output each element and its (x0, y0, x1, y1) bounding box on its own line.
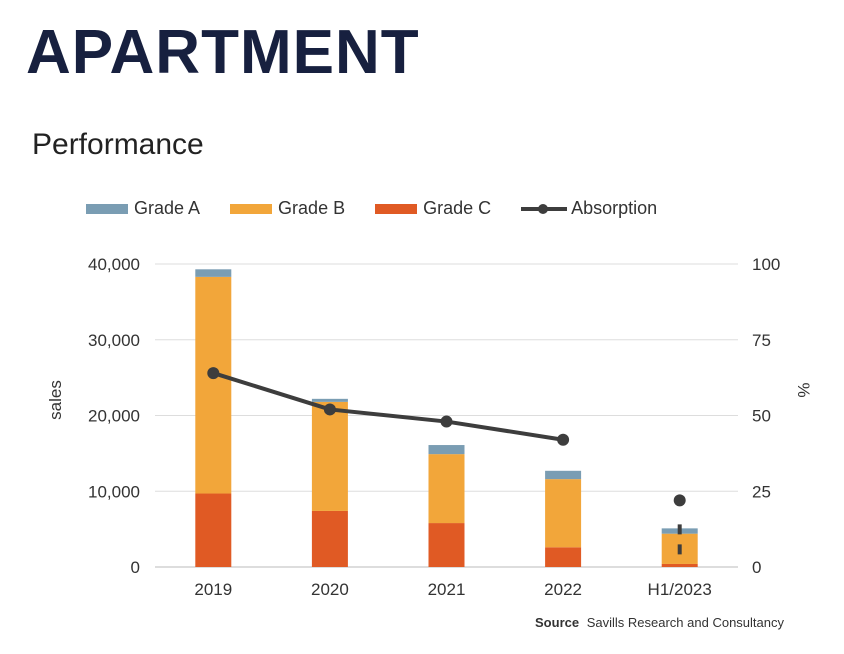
bar-segment-grade-c (195, 493, 232, 567)
bar-segment-grade-c (311, 510, 348, 567)
y-right-tick-label: 75 (752, 331, 771, 350)
y-right-tick-label: 50 (752, 407, 771, 426)
bar-segment-grade-b (545, 479, 582, 548)
y-tick-label: 30,000 (88, 331, 140, 350)
line-segment-absorption (211, 371, 332, 412)
source-text: Savills Research and Consultancy (586, 615, 784, 630)
legend-item-grade-c: Grade C (375, 198, 491, 219)
x-tick-label: 2021 (428, 580, 466, 599)
x-tick-label: 2019 (194, 580, 232, 599)
legend-label-grade-b: Grade B (278, 198, 346, 218)
bar-segment-grade-a (545, 470, 582, 480)
bar-segment-grade-a (428, 445, 465, 455)
point-absorption (323, 403, 336, 416)
y-right-tick-label: 0 (752, 558, 761, 577)
point-absorption (557, 433, 570, 446)
x-tick-label: 2020 (311, 580, 349, 599)
x-tick-label: H1/2023 (648, 580, 712, 599)
line-segment-absorption (444, 419, 566, 442)
point-absorption (440, 415, 453, 428)
page-title: APARTMENT (26, 18, 420, 87)
bar-segment-grade-b (311, 401, 348, 511)
source-label: Source (535, 615, 580, 630)
bar-segment-grade-c (428, 523, 465, 567)
y-right-tick-label: 25 (752, 482, 771, 501)
bar-segment-grade-c (545, 547, 582, 567)
y-tick-label: 20,000 (88, 407, 140, 426)
y-tick-label: 0 (131, 558, 140, 577)
line-segment-absorption (327, 407, 449, 424)
chart-legend: Grade A Grade B Grade C Absorption (86, 198, 687, 219)
legend-swatch-grade-a (86, 203, 128, 214)
legend-line-absorption (521, 203, 568, 214)
legend-item-absorption: Absorption (521, 198, 657, 219)
x-tick-label: 2022 (544, 580, 582, 599)
legend-label-absorption: Absorption (571, 198, 658, 218)
bar-segment-grade-b (428, 454, 465, 524)
y-axis-label: sales (46, 380, 65, 420)
legend-swatch-grade-b (230, 203, 273, 214)
bar-segment-grade-a (311, 398, 348, 402)
bar-segment-grade-c (661, 563, 698, 567)
bar-segment-grade-b (195, 276, 232, 494)
legend-item-grade-b: Grade B (230, 198, 345, 219)
chart-title: Performance (32, 128, 204, 161)
legend-label-grade-c: Grade C (423, 198, 492, 218)
bar-segment-grade-a (195, 269, 232, 277)
point-absorption (673, 494, 686, 507)
source-note: Source Savills Research and Consultancy (535, 615, 784, 630)
legend-label-grade-a: Grade A (134, 198, 201, 218)
y-tick-label: 10,000 (88, 482, 140, 501)
legend-item-grade-a: Grade A (86, 198, 200, 219)
y-right-tick-label: 100 (752, 255, 780, 274)
point-absorption (207, 367, 220, 380)
y-right-axis-label: % (794, 382, 813, 397)
y-tick-label: 40,000 (88, 255, 140, 274)
legend-swatch-grade-c (375, 203, 418, 214)
